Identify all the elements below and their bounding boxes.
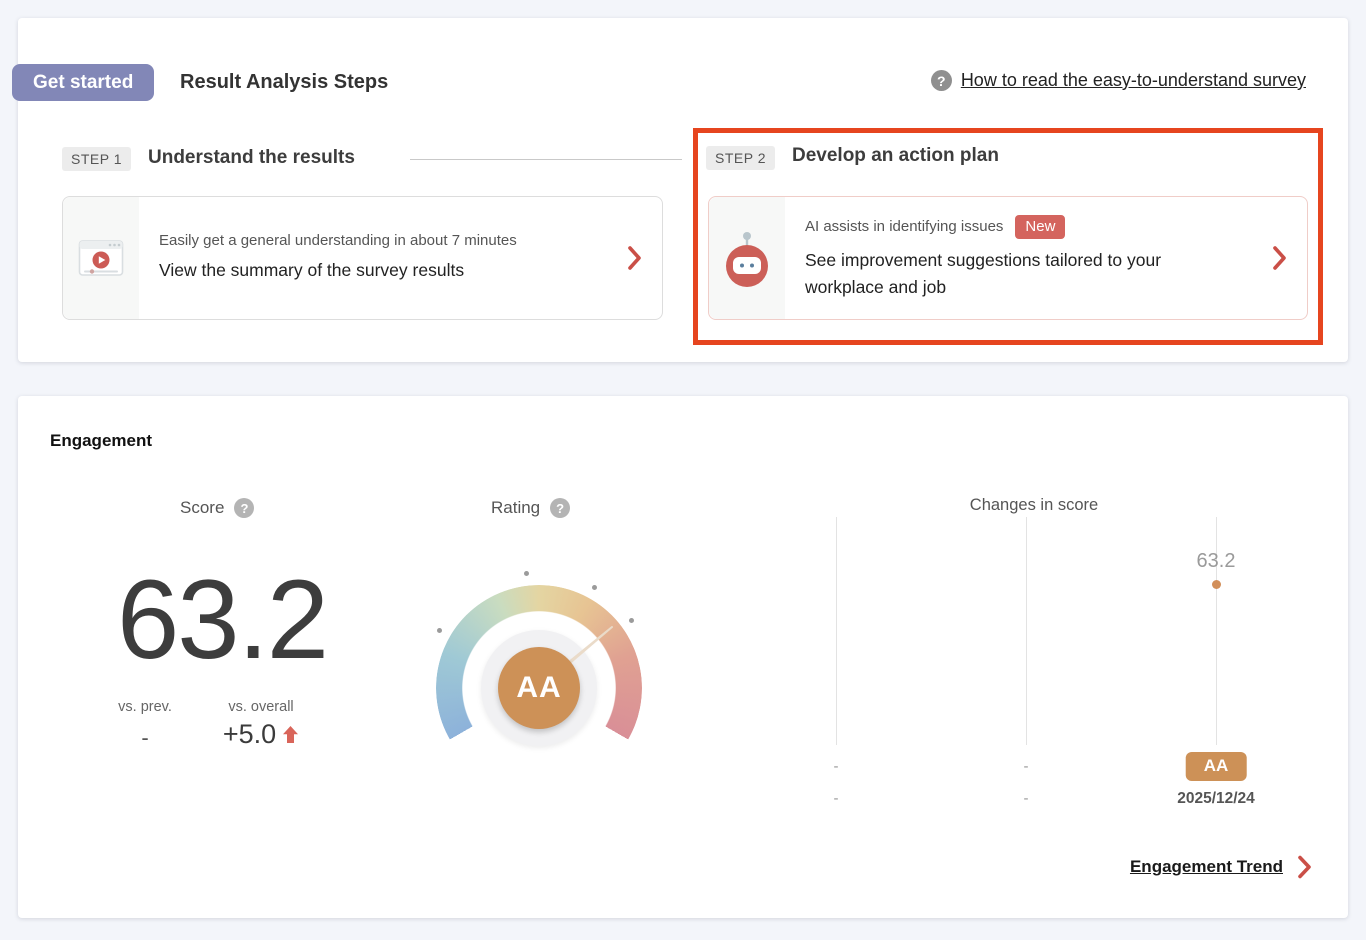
chart-title: Changes in score	[969, 496, 1099, 514]
chart-date-empty: -	[833, 790, 839, 807]
engagement-section-title: Engagement	[50, 431, 153, 450]
step2-card-title: See improvement suggestions tailored to …	[805, 249, 1162, 297]
step2-chevron-wrap	[1272, 197, 1307, 319]
step1-badge: STEP 1	[62, 147, 131, 171]
vs-prev-value: -	[141, 725, 149, 750]
rating-label: Rating	[491, 498, 541, 517]
vs-prev-label: vs. prev.	[118, 699, 172, 715]
chart-date-empty: -	[1023, 790, 1029, 807]
chart-date-label: 2025/12/24	[1177, 790, 1255, 807]
step2-badge: STEP 2	[706, 146, 775, 170]
engagement-trend-label: Engagement Trend	[1129, 857, 1283, 876]
question-circle-icon: ?	[930, 70, 952, 91]
rating-help-icon[interactable]: ?	[550, 498, 571, 518]
engagement-score-value: 63.2	[117, 557, 329, 682]
page-title: Result Analysis Steps	[180, 71, 389, 93]
vs-overall-value: +5.0	[222, 719, 277, 749]
survey-help-link[interactable]: ? How to read the easy-to-understand sur…	[930, 70, 1306, 91]
step1-icon-area	[63, 197, 139, 319]
step2-icon-area	[709, 197, 785, 319]
chevron-right-icon	[1273, 246, 1286, 270]
chart-point-label: 63.2	[1196, 550, 1236, 572]
vs-overall-block: vs. overall +5.0	[206, 699, 316, 750]
step2-subtitle-row: AI assists in identifying issues New	[805, 214, 1272, 239]
engagement-card: Engagement Score ? 63.2 vs. prev. - vs. …	[18, 396, 1348, 918]
chart-rating-empty: -	[833, 758, 839, 775]
vs-overall-value-row: +5.0	[206, 719, 316, 750]
step-connector-line	[410, 159, 682, 160]
step1-chevron-wrap	[627, 197, 662, 319]
vs-prev-block: vs. prev. -	[95, 699, 195, 751]
chevron-right-icon	[1298, 855, 1311, 879]
result-analysis-card: Get started Result Analysis Steps ? How …	[12, 18, 1348, 362]
score-help-icon[interactable]: ?	[234, 498, 255, 518]
step2-card-text: AI assists in identifying issues New See…	[785, 197, 1272, 319]
gauge-tick	[437, 628, 442, 633]
chart-rating-chip: AA	[1185, 752, 1247, 781]
engagement-trend-link[interactable]: Engagement Trend	[1130, 854, 1312, 880]
rating-gauge: AA	[419, 568, 659, 808]
gauge-tick	[592, 585, 597, 590]
step2-highlight-box: STEP 2 Develop an action plan AI assists…	[693, 128, 1323, 345]
score-label: Score	[180, 498, 225, 517]
chart-gridline	[1216, 517, 1217, 745]
chevron-right-icon	[628, 246, 641, 270]
new-badge: New	[1015, 214, 1066, 239]
score-label-row: Score ?	[180, 498, 255, 518]
step2-title: Develop an action plan	[792, 145, 999, 166]
help-link-label: How to read the easy-to-understand surve…	[960, 70, 1306, 90]
get-started-badge: Get started	[12, 64, 155, 101]
chart-gridline	[1026, 517, 1027, 745]
ai-suggestions-card[interactable]: AI assists in identifying issues New See…	[708, 196, 1308, 320]
step2-card-subtitle: AI assists in identifying issues	[805, 218, 1004, 236]
step1-card-text: Easily get a general understanding in ab…	[139, 197, 627, 319]
chart-rating-empty: -	[1023, 758, 1029, 775]
rating-label-row: Rating ?	[491, 498, 571, 518]
vs-overall-label: vs. overall	[228, 699, 294, 715]
arrow-up-icon	[283, 726, 299, 743]
step1-card-subtitle: Easily get a general understanding in ab…	[159, 231, 517, 249]
gauge-tick	[629, 618, 634, 623]
gauge-tick	[524, 571, 529, 576]
video-player-icon	[78, 240, 124, 276]
view-summary-card[interactable]: Easily get a general understanding in ab…	[62, 196, 663, 320]
step1-title: Understand the results	[148, 147, 355, 168]
chart-gridline	[836, 517, 837, 745]
step1-card-title: View the summary of the survey results	[159, 259, 465, 280]
rating-value-badge: AA	[498, 647, 580, 729]
ai-robot-icon	[726, 232, 768, 287]
chart-data-point	[1212, 580, 1221, 589]
